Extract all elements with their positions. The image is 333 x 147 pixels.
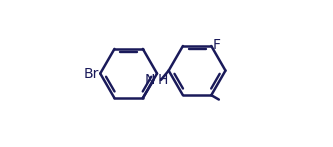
Text: F: F (213, 37, 221, 52)
Text: Br: Br (83, 66, 99, 81)
Text: N: N (144, 73, 155, 87)
Text: H: H (157, 73, 167, 87)
